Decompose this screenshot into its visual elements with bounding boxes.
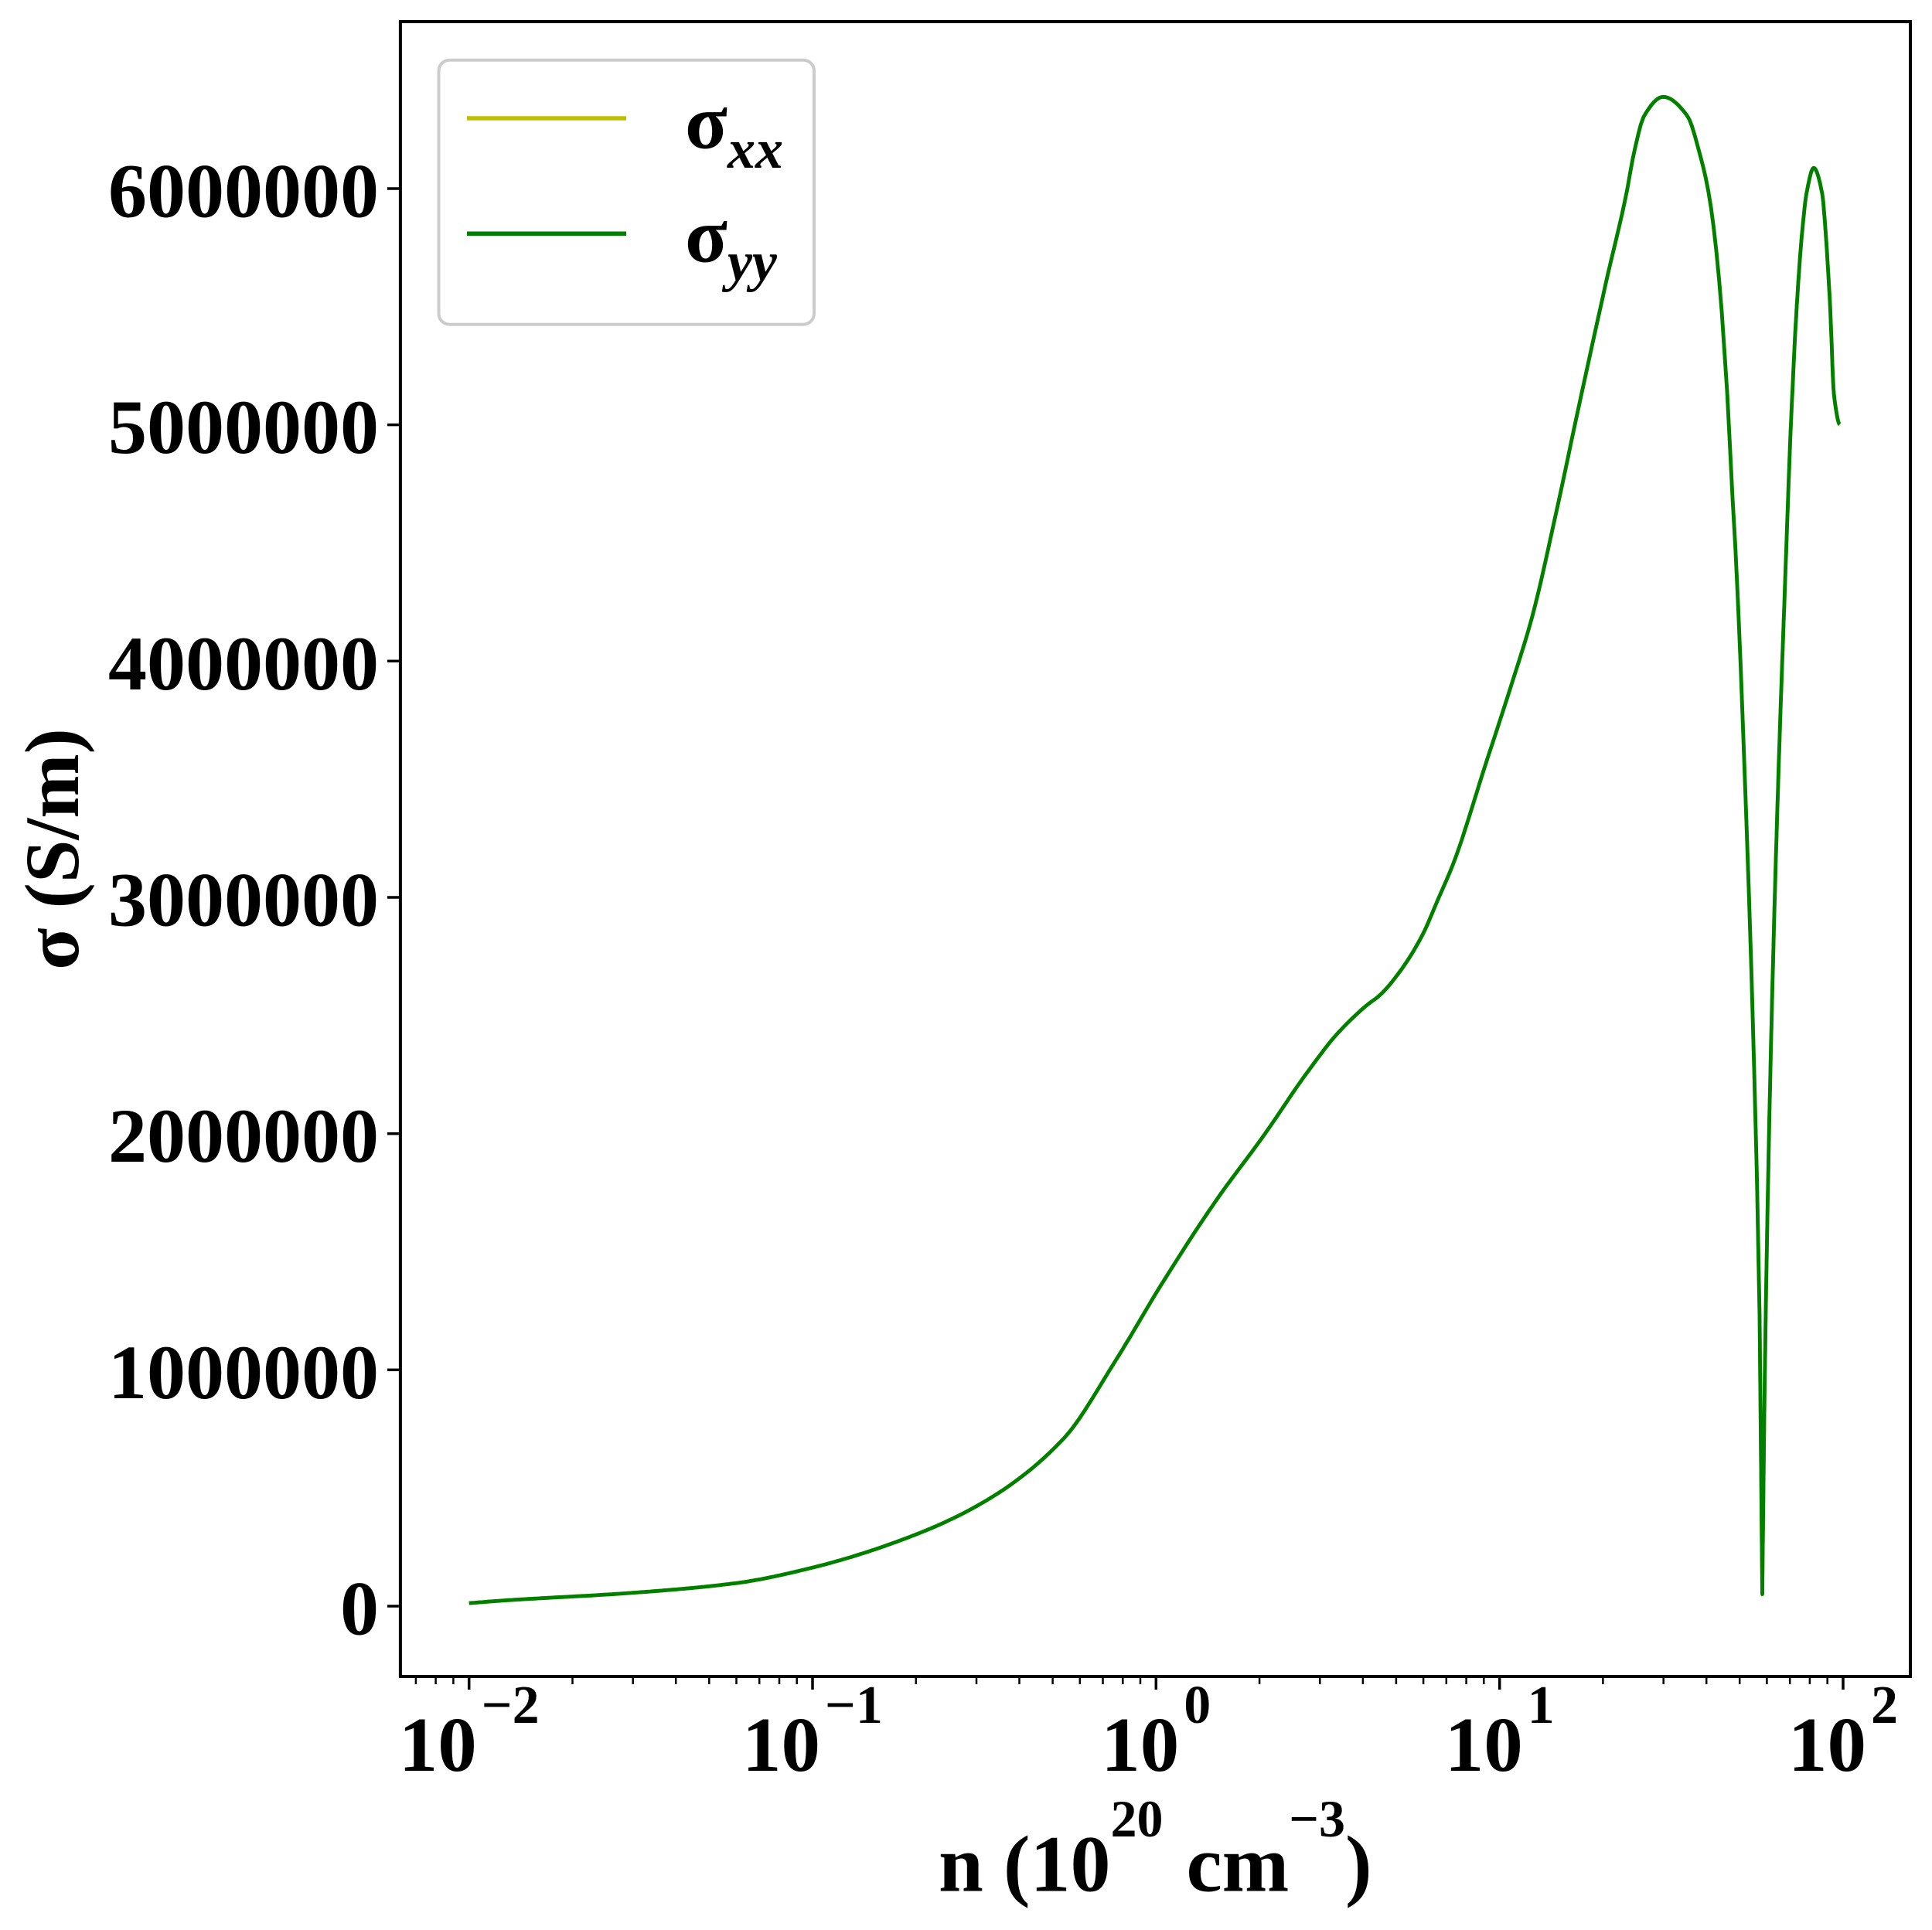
- svg-text:σ (S/m): σ (S/m): [9, 728, 95, 970]
- svg-text:3000000: 3000000: [108, 857, 379, 943]
- svg-text:4000000: 4000000: [108, 621, 379, 706]
- svg-text:6000000: 6000000: [108, 148, 379, 234]
- svg-text:1000000: 1000000: [108, 1329, 379, 1415]
- svg-text:2000000: 2000000: [108, 1093, 379, 1179]
- svg-text:5000000: 5000000: [108, 384, 379, 470]
- svg-text:0: 0: [340, 1566, 379, 1652]
